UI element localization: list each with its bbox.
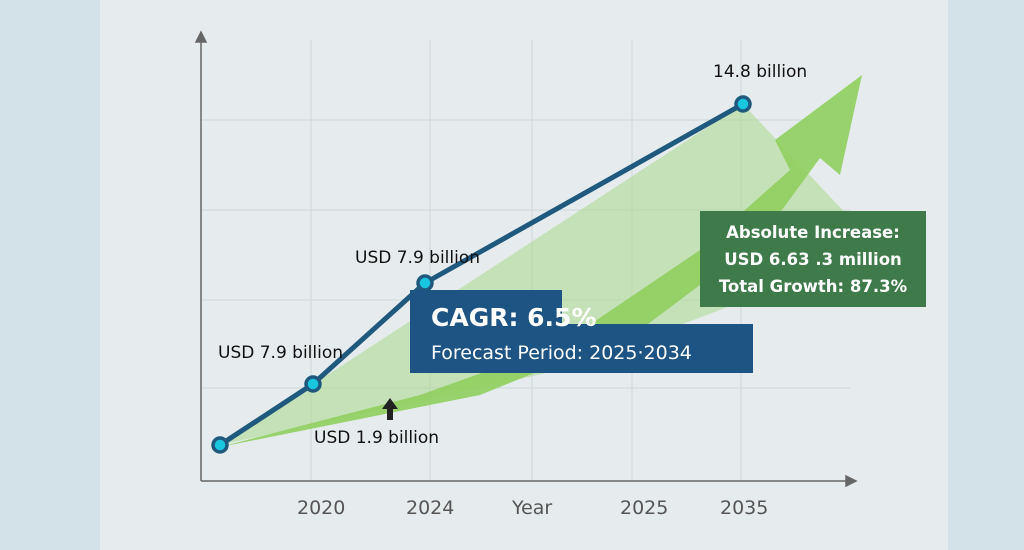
point-label: 14.8 billion [713, 62, 808, 82]
axes [194, 30, 858, 488]
point-label: USD 7.9 billion [218, 343, 344, 363]
increase-box: Absolute Increase: USD 6.63 .3 million T… [700, 211, 926, 307]
arrow-label: USD 1.9 billion [314, 428, 440, 448]
x-tick-label: 2025 [620, 497, 669, 519]
x-tick-label: 2035 [720, 497, 769, 519]
cagr-box-lower [410, 324, 753, 373]
cagr-box [410, 290, 562, 326]
cagr-title: CAGR: 6.5% [431, 303, 597, 332]
data-point [211, 436, 229, 454]
growth-band-light [220, 104, 880, 445]
y-axis-arrow-icon [194, 30, 208, 43]
increase-line: USD 6.63 .3 million [724, 250, 902, 269]
x-tick-label: 2024 [406, 497, 455, 519]
increase-line: Total Growth: 87.3% [718, 277, 908, 296]
up-arrow-icon [382, 398, 398, 420]
increase-line: Absolute Increase: [726, 223, 900, 242]
x-axis-title: Year [512, 497, 553, 519]
series-line [218, 101, 745, 448]
data-point [304, 375, 322, 393]
data-point [734, 95, 752, 113]
data-point [416, 274, 434, 292]
point-label: USD 7.9 billion [355, 248, 481, 268]
x-tick-label: 2020 [297, 497, 346, 519]
cagr-subtitle: Forecast Period: 2025·2034 [431, 342, 692, 364]
x-axis-arrow-icon [845, 474, 858, 488]
